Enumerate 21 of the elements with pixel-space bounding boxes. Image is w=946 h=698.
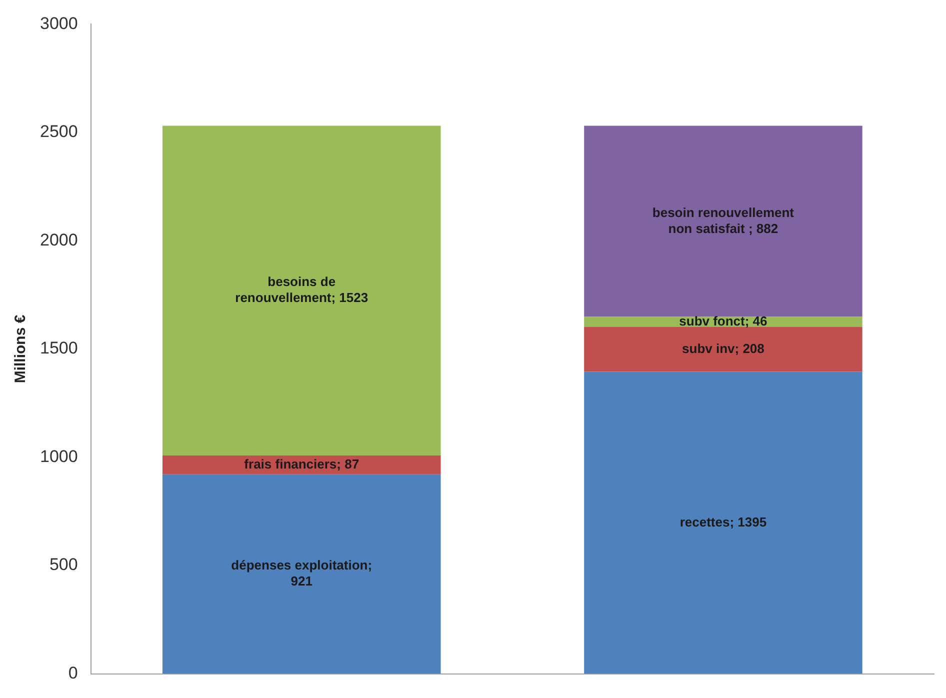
bar: [162, 126, 441, 456]
bar: [584, 126, 862, 317]
data-label: subv fonct; 46: [679, 313, 768, 328]
y-tick-label: 1500: [40, 338, 78, 358]
bar: [162, 456, 441, 474]
bar: [162, 474, 441, 674]
data-label: besoins de renouvellement; 1523: [235, 274, 368, 306]
y-tick-label: 2000: [40, 230, 78, 250]
y-tick-label: 3000: [40, 14, 78, 33]
data-label: frais financiers; 87: [244, 456, 360, 472]
data-label: subv inv; 208: [682, 340, 764, 356]
data-label: besoin renouvellement non satisfait ; 882: [652, 204, 795, 236]
data-label: recettes; 1395: [680, 514, 767, 530]
y-axis-title: Millions €: [12, 314, 30, 384]
y-tick-label: 500: [49, 555, 78, 574]
y-tick-label: 1000: [40, 446, 78, 466]
bar: [584, 372, 862, 674]
y-tick-label: 2500: [40, 122, 78, 142]
bar: [584, 326, 862, 372]
data-label: dépenses exploitation; 921: [231, 558, 372, 589]
y-tick-label: 0: [68, 663, 78, 682]
